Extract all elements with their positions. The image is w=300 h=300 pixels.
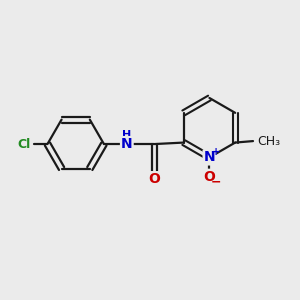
- Text: N: N: [204, 150, 215, 164]
- Text: O: O: [203, 170, 215, 184]
- Text: +: +: [212, 147, 220, 157]
- Text: N: N: [121, 137, 133, 151]
- Text: H: H: [122, 130, 131, 140]
- Text: O: O: [148, 172, 160, 186]
- Text: CH₃: CH₃: [257, 135, 280, 148]
- Text: −: −: [211, 176, 221, 189]
- Text: Cl: Cl: [17, 138, 30, 151]
